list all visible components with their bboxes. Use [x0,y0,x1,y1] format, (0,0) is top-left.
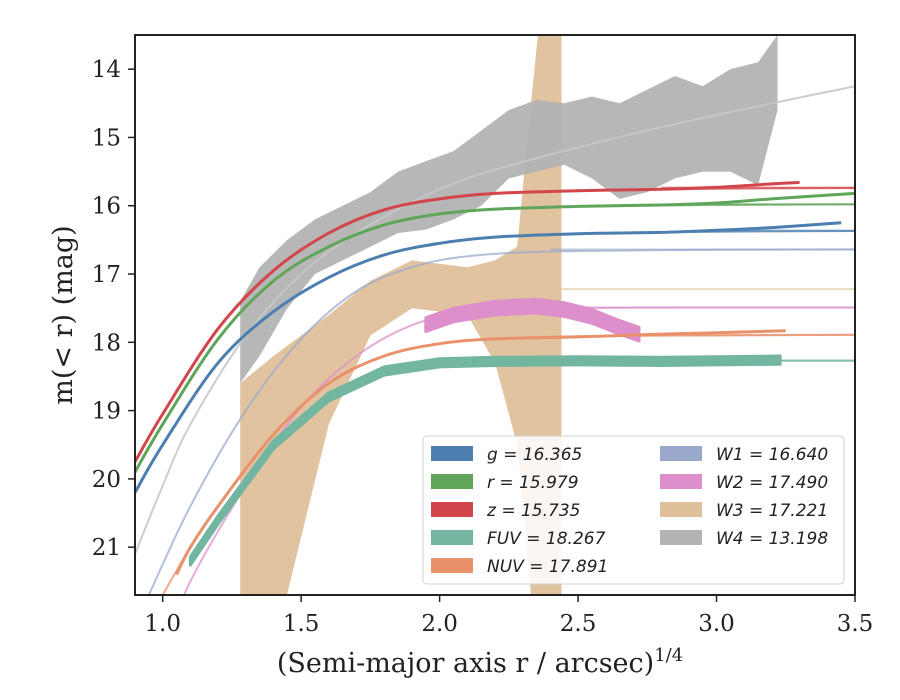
profile-z [135,181,800,463]
legend-swatch-nuv [431,558,473,573]
x-axis-label: (Semi-major axis r / arcsec)1/4 [277,645,683,679]
profile-fuv [188,354,782,567]
band-w3 [240,35,562,595]
legend-swatch-w1 [660,446,702,461]
x-tick-label: 3.5 [837,611,874,637]
y-tick-label: 17 [92,262,121,288]
legend-label-w3: W3 = 17.221 [716,501,828,521]
legend-swatch-w3 [660,502,702,517]
legend-label-nuv: NUV = 17.891 [487,557,608,577]
x-tick-label: 2.0 [421,611,458,637]
legend-swatch-w2 [660,474,702,489]
legend-swatch-w4 [660,530,702,545]
model-curve-w4 [135,85,855,555]
legend: g = 16.365 r = 15.979 z = 15.735 FUV = 18.2… [422,435,845,585]
y-tick-label: 16 [92,194,121,220]
legend-label-fuv: FUV = 18.267 [487,529,606,549]
model-curve-w1 [147,248,855,595]
y-axis-label: m(< r) (mag) [48,225,79,404]
legend-swatch-fuv [431,530,473,545]
legend-label-w4: W4 = 13.198 [716,529,828,549]
legend-swatch-g [431,446,473,461]
legend-label-w1: W1 = 16.640 [716,445,828,465]
x-axis-label-text: (Semi-major axis r / arcsec) [277,648,654,679]
model-curve-w2 [182,306,855,595]
legend-swatch-z [431,502,473,517]
profile-g [135,221,842,494]
x-tick-label: 1.5 [283,611,320,637]
y-tick-label: 18 [92,330,121,356]
legend-label-z: z = 15.735 [486,501,580,521]
legend-swatch-r [431,474,473,489]
y-tick-label: 19 [92,399,121,425]
plot-frame [134,34,856,596]
y-tick-label: 20 [92,467,121,493]
plot-area [135,35,855,595]
legend-label-r: r = 15.979 [487,473,579,493]
legend-box [422,435,845,585]
y-tick-label: 14 [92,57,121,83]
profile-nuv [175,329,786,576]
x-tick-label: 1.0 [144,611,181,637]
y-tick-label: 15 [92,125,121,151]
x-tick-label: 2.5 [560,611,597,637]
band-w4 [240,35,778,384]
legend-label-g: g = 16.365 [487,445,582,465]
axis-ticks: 1.0 1.5 2.0 2.5 3.0 3.5 14 15 16 17 18 19 20 21 [92,57,874,637]
x-axis-label-exponent: 1/4 [654,645,683,666]
x-tick-label: 3.0 [698,611,735,637]
legend-label-w2: W2 = 17.490 [716,473,828,493]
profile-r [135,191,855,473]
y-tick-label: 21 [92,535,121,561]
profile-w2 [424,297,641,343]
